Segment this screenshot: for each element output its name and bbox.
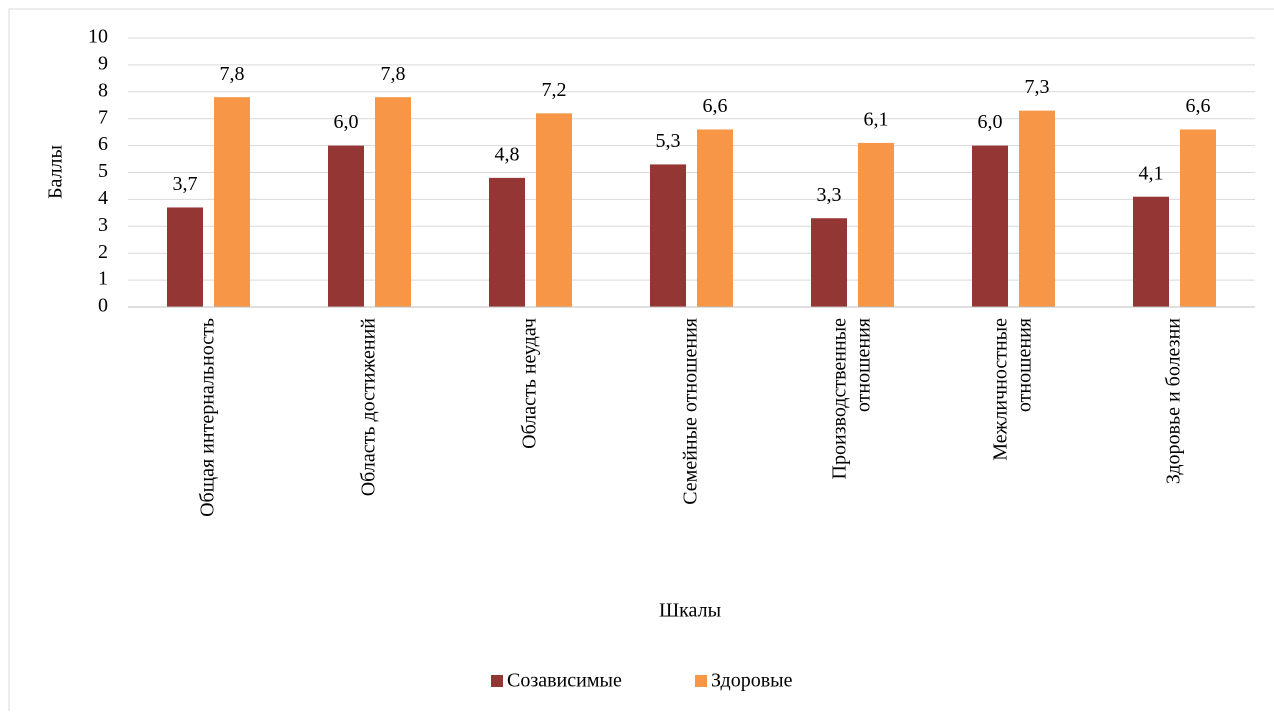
y-tick-label: 5 bbox=[98, 160, 108, 182]
y-tick-label: 2 bbox=[98, 241, 108, 263]
data-label: 4,8 bbox=[495, 143, 520, 165]
legend-swatch bbox=[695, 675, 707, 687]
data-label: 6,6 bbox=[1186, 95, 1211, 117]
bar bbox=[328, 145, 364, 307]
data-label: 6,1 bbox=[864, 109, 889, 131]
bar bbox=[811, 218, 847, 307]
x-tick-label-line: Межличностные bbox=[989, 318, 1011, 461]
x-axis-title: Шкалы bbox=[659, 600, 721, 622]
x-tick-label: Общая интернальность bbox=[196, 318, 218, 517]
legend-label: Здоровые bbox=[711, 670, 793, 692]
bar bbox=[697, 129, 733, 307]
x-tick-label-line: Производственные bbox=[828, 318, 850, 480]
chart-border bbox=[8, 8, 1274, 716]
legend-swatch bbox=[491, 675, 503, 687]
y-tick-label: 6 bbox=[98, 133, 108, 155]
data-label: 7,8 bbox=[220, 63, 245, 85]
y-tick-label: 8 bbox=[98, 79, 108, 101]
bar bbox=[1133, 196, 1169, 307]
data-label: 3,3 bbox=[817, 184, 842, 206]
bar bbox=[1180, 129, 1216, 307]
bar bbox=[1019, 110, 1055, 307]
x-tick-label-line: отношения bbox=[852, 318, 874, 412]
legend-label: Созависимые bbox=[507, 670, 622, 692]
data-label: 4,1 bbox=[1139, 162, 1164, 184]
data-label: 7,2 bbox=[542, 79, 567, 101]
bar bbox=[972, 145, 1008, 307]
x-tick-label-line: Здоровье и болезни bbox=[1162, 318, 1184, 484]
data-label: 3,7 bbox=[173, 173, 198, 195]
x-tick-label-line: Семейные отношения bbox=[679, 318, 701, 505]
data-label: 7,8 bbox=[381, 63, 406, 85]
x-tick-label-line: отношения bbox=[1013, 318, 1035, 412]
y-tick-label: 9 bbox=[98, 52, 108, 74]
x-tick-label: Область достижений bbox=[357, 318, 379, 497]
y-tick-label: 10 bbox=[88, 26, 108, 48]
data-label: 6,0 bbox=[334, 111, 359, 133]
data-label: 5,3 bbox=[656, 130, 681, 152]
data-label: 7,3 bbox=[1025, 76, 1050, 98]
x-tick-label: Семейные отношения bbox=[679, 318, 701, 505]
y-tick-label: 3 bbox=[98, 214, 108, 236]
y-axis-title: Баллы bbox=[45, 145, 67, 199]
x-tick-label-line: Область достижений bbox=[357, 318, 379, 497]
data-label: 6,6 bbox=[703, 95, 728, 117]
x-tick-label: Производственные отношения bbox=[828, 318, 874, 480]
x-tick-label: Межличностные отношения bbox=[989, 318, 1035, 461]
data-label: 6,0 bbox=[978, 111, 1003, 133]
bar bbox=[489, 177, 525, 307]
bar bbox=[214, 97, 250, 308]
y-tick-label: 0 bbox=[98, 295, 108, 317]
bar bbox=[375, 97, 411, 308]
x-tick-label: Здоровье и болезни bbox=[1162, 318, 1184, 484]
bar bbox=[167, 207, 203, 307]
x-tick-label: Область неудач bbox=[518, 318, 540, 449]
y-tick-label: 7 bbox=[98, 106, 108, 128]
x-tick-label-line: Общая интернальность bbox=[196, 318, 218, 517]
y-tick-label: 1 bbox=[98, 268, 108, 290]
bar bbox=[858, 142, 894, 307]
x-tick-label-line: Область неудач bbox=[518, 318, 540, 449]
y-tick-label: 4 bbox=[98, 187, 108, 209]
bar bbox=[536, 113, 572, 307]
bar bbox=[650, 164, 686, 307]
